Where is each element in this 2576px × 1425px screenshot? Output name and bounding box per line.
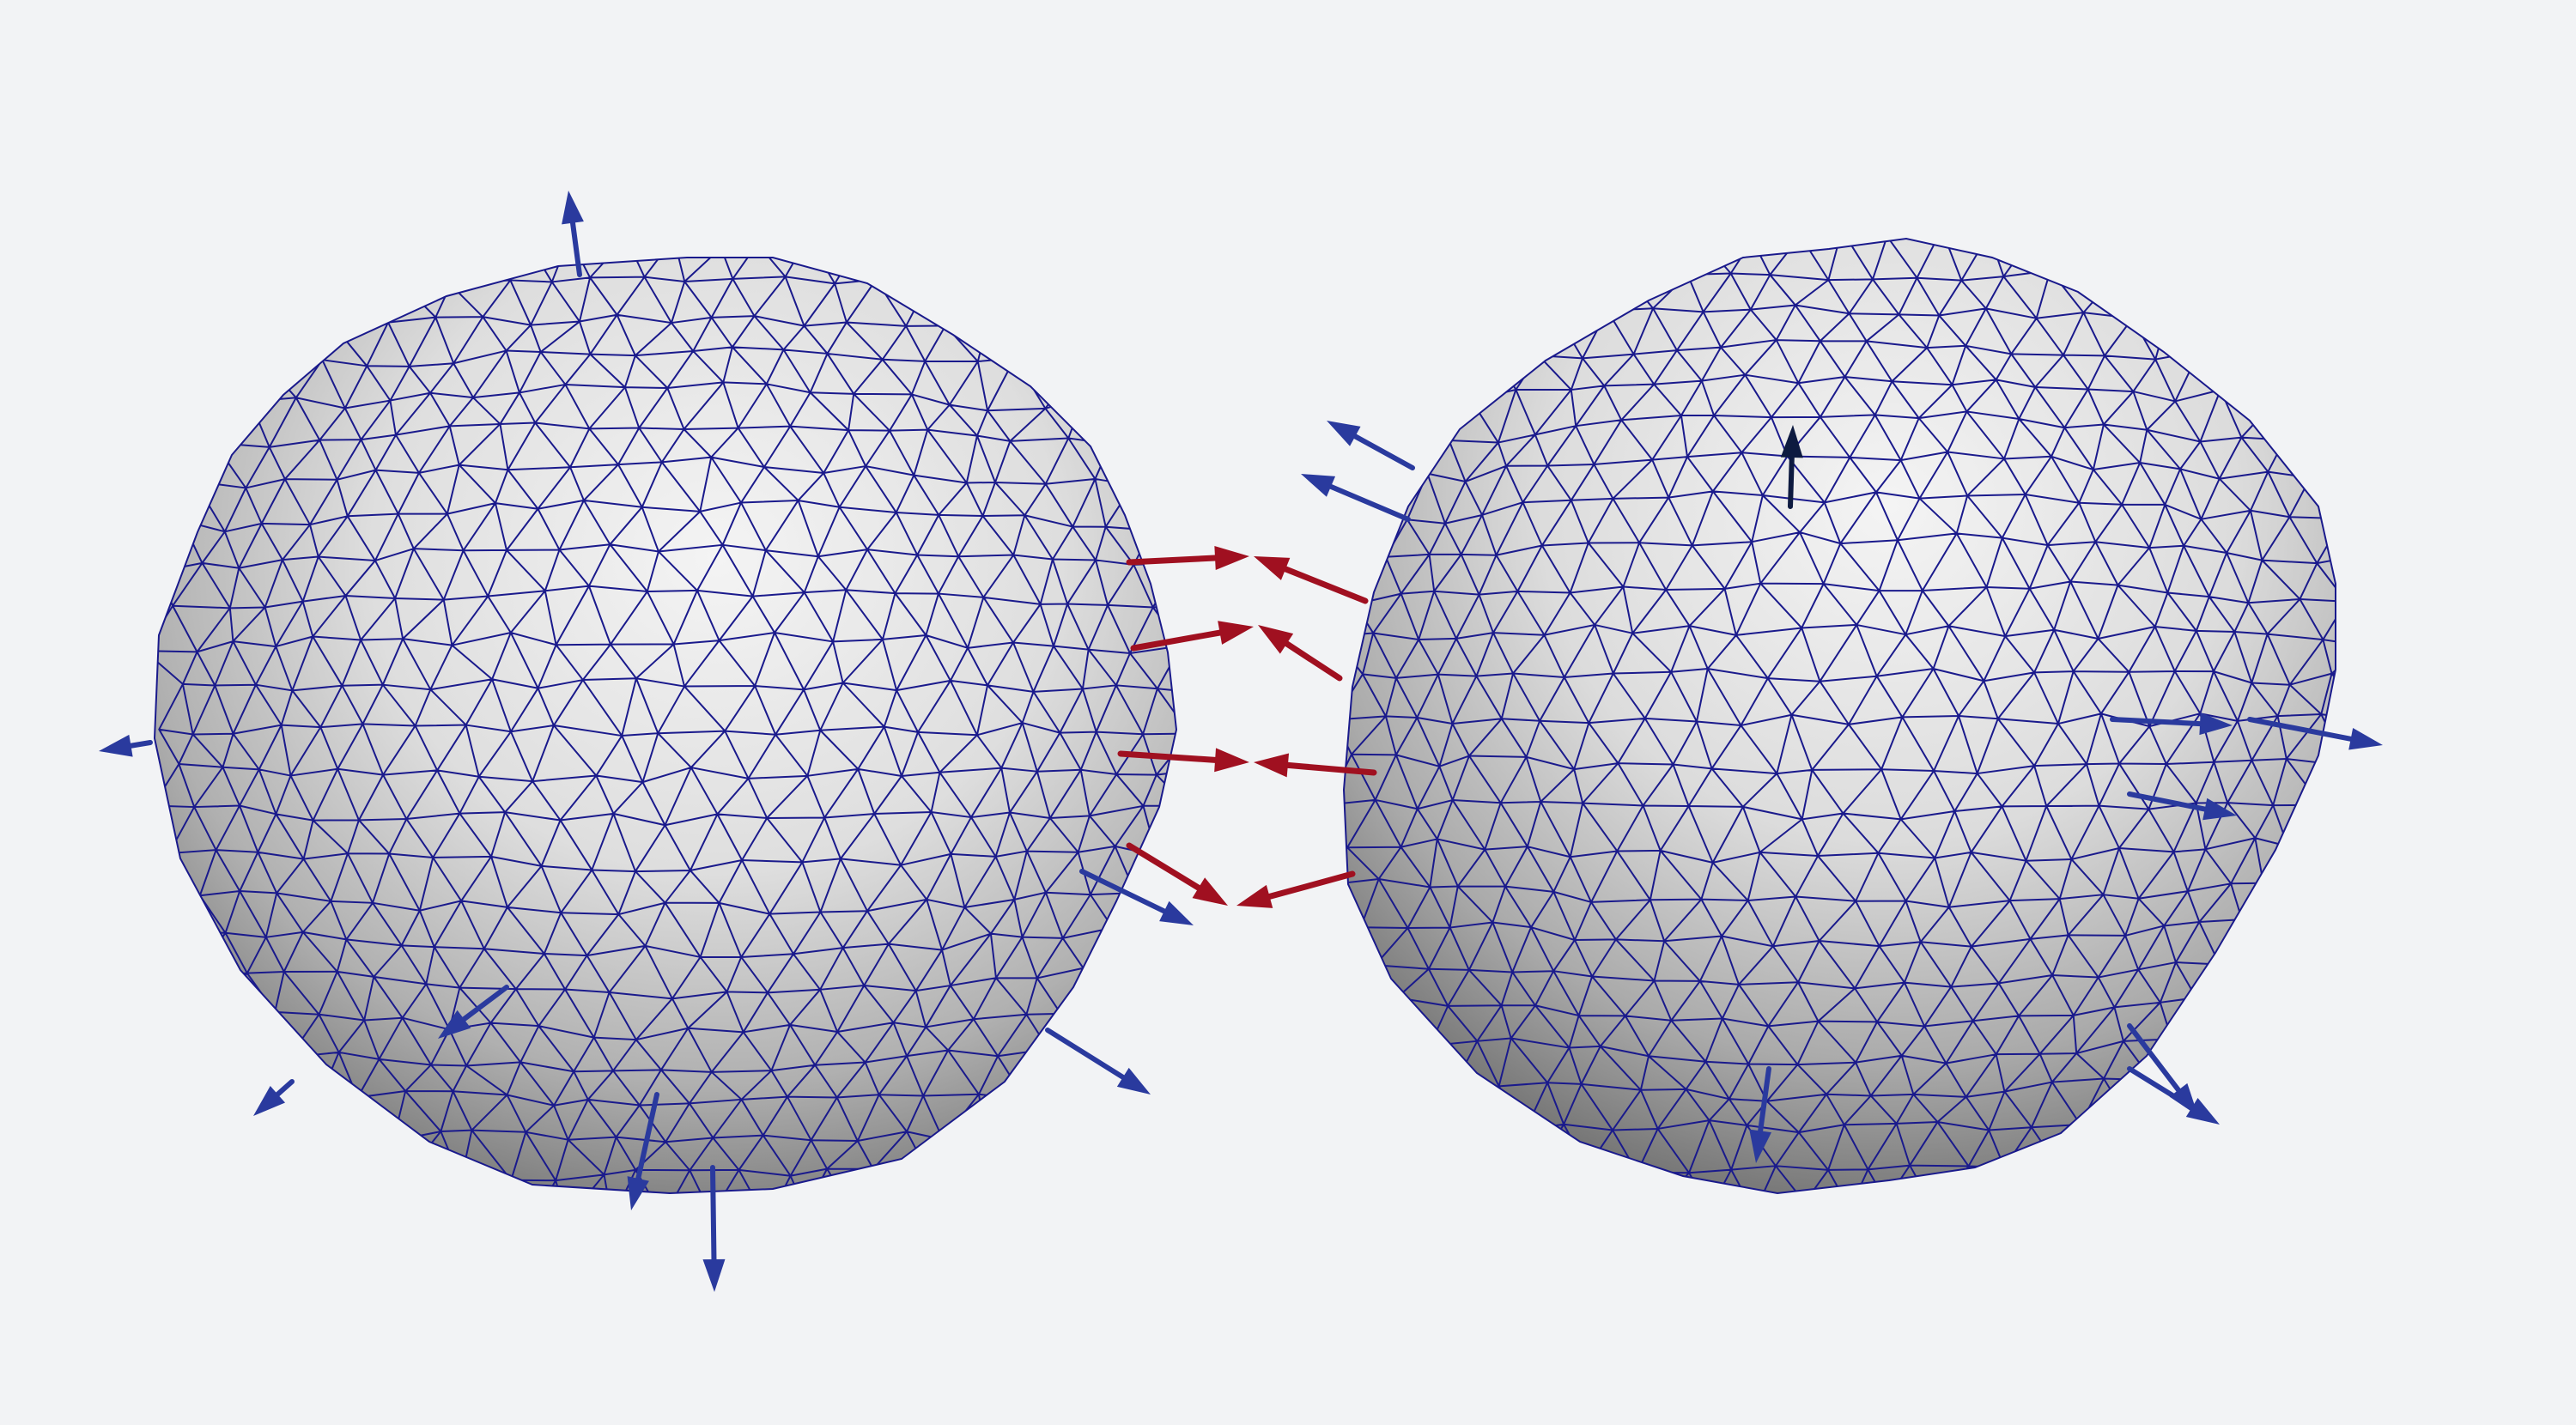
arrow-shaft <box>1079 869 1167 914</box>
normal-vector-arrow-4 <box>627 1092 659 1210</box>
normal-vector-arrow-15 <box>2127 1066 2220 1125</box>
arrow-shaft <box>1352 434 1415 470</box>
arrow-shaft <box>2127 791 2208 812</box>
normal-vector-arrow-12 <box>2127 791 2237 821</box>
normal-vector-arrow-10 <box>2110 712 2233 736</box>
arrow-head <box>1218 621 1254 645</box>
arrow-shaft <box>1758 1066 1771 1134</box>
arrow-head <box>1254 753 1290 778</box>
normal-vector-arrow-13 <box>1749 1066 1772 1163</box>
contact-force-arrow-21 <box>1117 748 1249 773</box>
arrow-shaft <box>1285 761 1377 776</box>
contact-force-arrow-24 <box>1236 870 1356 908</box>
arrow-head <box>702 1258 726 1292</box>
arrow-head <box>253 1086 286 1116</box>
contact-force-arrow-18 <box>1254 556 1369 604</box>
arrow-head <box>2185 1097 2220 1125</box>
arrow-shaft <box>1267 870 1356 900</box>
arrow-shaft <box>2247 717 2354 742</box>
arrow-head <box>627 1176 649 1210</box>
arrow-shaft <box>1117 750 1218 763</box>
normal-vector-arrow-8 <box>1327 421 1415 470</box>
arrow-shaft <box>1282 566 1369 604</box>
arrow-shaft <box>461 985 509 1022</box>
arrow-shaft <box>1045 1028 1126 1080</box>
arrow-head <box>1236 884 1273 908</box>
arrow-shaft <box>569 220 582 277</box>
normal-vector-arrow-0 <box>562 191 584 277</box>
arrow-shaft <box>1327 483 1411 522</box>
left-sphere <box>153 257 1178 1195</box>
contact-force-arrow-22 <box>1254 753 1377 778</box>
arrow-shaft <box>1130 629 1224 652</box>
arrow-head <box>2199 712 2233 736</box>
arrow-head <box>1214 748 1249 773</box>
normal-vector-arrow-5 <box>702 1165 726 1292</box>
arrow-head <box>1116 1067 1151 1095</box>
normal-vector-arrow-16 <box>1780 425 1803 509</box>
normal-vector-arrow-7 <box>1045 1028 1151 1095</box>
arrow-shaft <box>2110 717 2203 727</box>
arrow-head <box>1780 425 1803 458</box>
arrow-head <box>1258 625 1294 654</box>
right-sphere-surface <box>1342 237 2336 1195</box>
contact-force-arrow-17 <box>1126 546 1249 570</box>
arrow-head <box>562 191 584 225</box>
arrow-head <box>99 734 133 757</box>
normal-vector-arrow-11 <box>2247 717 2383 750</box>
arrow-head <box>2202 797 2237 821</box>
arrow-shaft <box>128 740 153 749</box>
arrow-shaft <box>1126 842 1202 891</box>
arrow-shaft <box>2127 1023 2181 1093</box>
arrow-head <box>2348 728 2383 750</box>
normal-vector-arrow-3 <box>253 1079 295 1116</box>
arrow-shaft <box>1283 640 1343 682</box>
normal-vector-arrow-2 <box>438 985 509 1039</box>
arrow-head <box>1254 556 1291 580</box>
contact-force-arrow-19 <box>1130 621 1254 652</box>
arrow-shaft <box>1788 454 1795 509</box>
arrow-shaft <box>275 1079 295 1097</box>
arrow-head <box>1301 474 1336 497</box>
arrow-head <box>1214 546 1249 570</box>
vector-arrows <box>99 191 2383 1292</box>
normal-vector-arrow-6 <box>1079 869 1194 925</box>
arrow-shaft <box>635 1092 659 1181</box>
normal-vector-arrow-9 <box>1301 474 1411 522</box>
arrow-head <box>1327 421 1361 446</box>
arrow-head <box>1749 1129 1772 1163</box>
arrow-head <box>438 1010 471 1039</box>
arrow-shaft <box>2127 1066 2195 1110</box>
contact-force-arrow-20 <box>1258 625 1343 682</box>
normal-vector-arrow-1 <box>99 734 153 757</box>
arrow-shaft <box>710 1165 717 1263</box>
arrow-head <box>1159 900 1194 925</box>
contact-force-arrow-23 <box>1126 842 1228 906</box>
right-sphere <box>1342 237 2336 1195</box>
arrow-shaft <box>1126 555 1218 566</box>
arrow-head <box>1192 877 1228 906</box>
